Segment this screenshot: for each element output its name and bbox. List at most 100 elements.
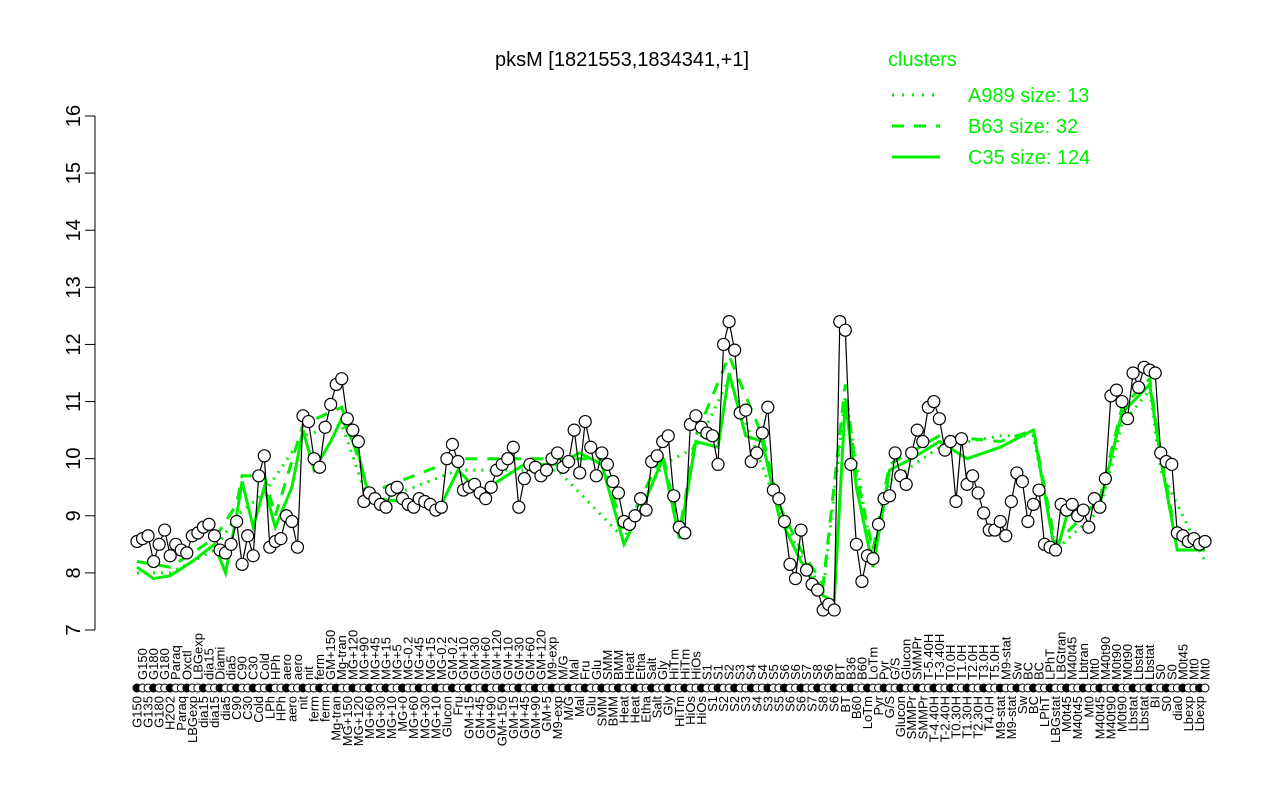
cluster-line-a989 [137,374,1207,595]
data-point [318,420,332,434]
data-point [977,506,991,520]
x-tick-label: HiOs [683,696,698,725]
data-point [573,466,587,480]
x-tick-label: S8 [810,664,825,680]
data-point [633,492,648,506]
data-point [152,537,166,551]
x-tick-label: T3.0H [976,645,991,680]
x-tick-label: MG+30 [373,696,388,739]
data-point [451,454,465,469]
x-tick-label: S3 [760,696,775,712]
data-point [927,394,941,409]
x-tick-label: aero [279,654,294,680]
x-tick-label: S5 [766,664,781,680]
data-point [589,469,603,483]
x-tick-label: Sw [1009,661,1024,680]
data-point [252,469,266,483]
x-tick-label: dia0 [1170,696,1185,721]
x-tick-label: MG+60 [362,696,377,739]
data-series [130,315,1212,617]
x-tick-label: LPhT [1037,696,1052,727]
x-tick-label: Gly [655,660,670,680]
data-point [910,423,924,437]
data-point [158,523,172,537]
x-tick-label: GM+30 [467,637,482,680]
x-tick-label: Lbexp [1181,696,1196,731]
data-point [678,526,692,540]
x-tick-label: nit [296,696,311,710]
x-tick-label: M9-stat [998,636,1013,680]
data-point [180,546,194,560]
data-point [301,414,316,429]
data-point [440,452,454,466]
data-point [230,514,244,529]
x-tick-label: BC [1031,662,1046,680]
data-point [1032,483,1046,497]
x-tick-label: dia5 [218,696,233,721]
x-tick-label: LoTm [860,696,875,729]
x-tick-label: T-5.40H [921,634,936,680]
x-tick-label: Gly [661,696,676,716]
data-point [916,434,930,449]
data-point [788,571,803,586]
x-tick-label: SMMPr [904,695,919,739]
y-tick-label: 7 [63,624,85,635]
data-point [390,480,404,494]
x-tick-label: Paraq [174,696,189,731]
data-point [567,423,581,437]
x-tick-label: Mt0 [1087,658,1102,680]
x-tick-label: MG+45 [367,637,382,680]
data-point [1015,474,1029,489]
data-point [783,557,797,571]
data-point [899,477,913,491]
x-tick-label: S2 [716,696,731,712]
data-point [506,440,520,454]
x-tick-label: BC [1020,662,1035,680]
data-point [517,472,531,486]
x-tick-label: dia15 [207,696,222,728]
x-tick-label: Mg-tran [329,696,344,741]
data-point [147,554,161,569]
x-tick-label: G180 [152,696,167,728]
x-tick-label: Mg-tran [334,635,349,680]
x-tick-label: M0t45 [1175,644,1190,680]
x-tick-label: Heat [628,696,643,724]
x-tick-label: Glucon [439,696,454,737]
x-tick-label: Etha [633,652,648,680]
data-point [1065,497,1079,511]
y-tick-label: 11 [63,391,85,412]
x-tick-label: S6 [821,664,836,680]
data-point [844,457,858,471]
x-tick-label: Glucon [899,639,914,680]
data-point [811,583,825,597]
x-tick-label: M0t90 [1109,644,1124,680]
legend-title: clusters [888,49,957,71]
data-point [479,492,493,506]
x-tick-label: S6 [794,696,809,712]
x-tick-label: Lbexp [1192,696,1207,731]
x-tick-label: Etha [639,695,654,723]
x-tick-label: Glucon [893,696,908,737]
data-point [313,460,327,474]
x-tick-label: Mt0 [1081,696,1096,718]
x-tick-label: C30 [240,696,255,720]
x-tick-label: GM+10 [456,637,471,680]
x-tick-label: Mt0 [1186,658,1201,680]
x-tick-label: S0 [1153,664,1168,680]
x-tick-label: LPhT [1043,649,1058,680]
x-tick-label: S3 [738,696,753,712]
x-tick-label: S1 [711,664,726,680]
x-tick-label: S6 [788,664,803,680]
x-tick-label: G180 [157,648,172,680]
data-point [827,603,841,617]
x-tick-label: S1 [705,696,720,712]
x-tick-label: BC [1026,696,1041,714]
x-tick-label: T-2.40H [937,696,952,742]
x-tick-label: M9-stat [993,696,1008,740]
y-axis: 7 8 9 10 11 12 13 14 15 16 [63,105,96,636]
x-tick-label: GM+30 [511,637,526,680]
x-tick-label: T5.0H [987,645,1002,680]
data-point [750,446,764,460]
data-point [584,440,598,454]
data-point [512,500,526,514]
